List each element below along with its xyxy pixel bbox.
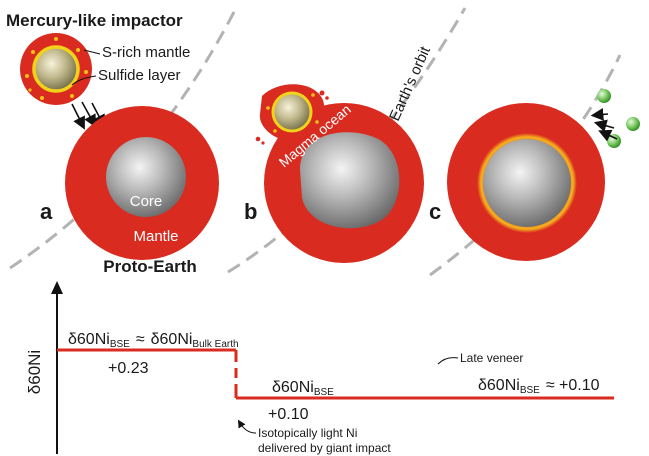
arrow-icon <box>590 108 618 142</box>
proto-earth-b <box>264 103 424 263</box>
pointer-line-s-rich <box>83 49 101 55</box>
impactor-title: Mercury-like impactor <box>6 11 183 30</box>
sulfide-layer-label: Sulfide layer <box>98 67 181 84</box>
panel-label-b: b <box>244 199 257 224</box>
late-delta: δ60Ni <box>478 377 520 394</box>
giant-impact-pointer <box>237 419 257 434</box>
merging-impactor <box>255 84 329 145</box>
proto-earth-c <box>447 103 605 261</box>
mid-delta-sub: BSE <box>314 387 334 398</box>
mantle-label: Mantle <box>133 228 178 245</box>
proto-earth-label: Proto-Earth <box>103 257 197 276</box>
orbit-path-a <box>9 9 237 270</box>
proto-earth <box>65 106 219 260</box>
late-veneer-label: Late veneer <box>460 351 523 365</box>
early-value: +0.23 <box>108 360 149 377</box>
early-approx: ≈ <box>136 331 145 348</box>
pointer-curve-sulfide <box>71 75 97 86</box>
late-veneer-particles <box>597 89 640 148</box>
mid-value: +0.10 <box>268 406 309 423</box>
early-delta-bulk-sub: Bulk Earth <box>192 339 238 350</box>
mid-formula: δ60NiBSE <box>272 379 334 398</box>
late-delta-sub: BSE <box>520 385 540 396</box>
mercury-impactor <box>20 33 92 105</box>
arrow-up-icon <box>51 281 63 454</box>
early-formula: δ60NiBSE ≈ δ60NiBulk Earth <box>68 331 239 350</box>
mid-delta: δ60Ni <box>272 379 314 396</box>
late-veneer-pointer <box>437 357 459 365</box>
y-axis-label: δ60Ni <box>25 350 44 394</box>
panel-label-a: a <box>40 199 53 224</box>
giant-impact-note-1: Isotopically light Ni <box>258 426 357 440</box>
late-formula: δ60NiBSE ≈ +0.10 <box>478 377 600 396</box>
core-label: Core <box>130 193 163 210</box>
giant-impact-note-2: delivered by giant impact <box>258 441 391 455</box>
early-delta-bse-sub: BSE <box>110 339 130 350</box>
ni-isotope-trend <box>57 348 614 400</box>
s-rich-mantle-label: S-rich mantle <box>102 44 190 61</box>
early-delta-bse: δ60Ni <box>68 331 110 348</box>
late-value: ≈ +0.10 <box>546 377 600 394</box>
early-delta-bulk: δ60Ni <box>151 331 193 348</box>
panel-label-c: c <box>429 199 441 224</box>
earths-orbit-label: Earth's orbit <box>386 43 434 123</box>
